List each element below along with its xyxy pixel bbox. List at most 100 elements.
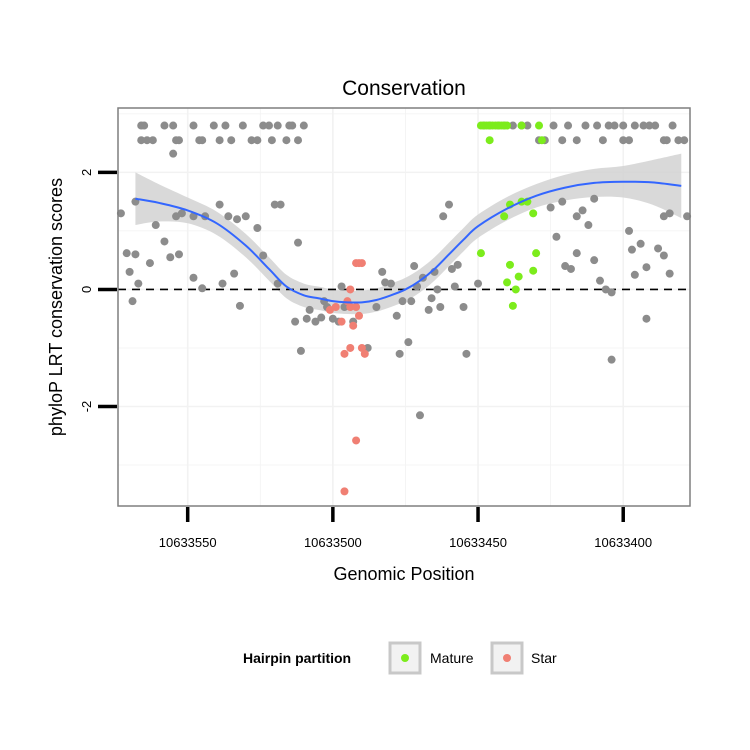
point-other [311,317,320,326]
point-other [654,244,663,253]
point-other [552,232,561,241]
point-other [642,314,651,323]
point-other [174,136,183,145]
point-other [247,136,256,145]
point-other [407,297,416,306]
point-other [459,303,468,311]
point-mature [485,136,494,145]
point-other [160,121,169,130]
point-other [436,303,445,311]
point-other [264,121,273,130]
point-other [221,121,230,130]
grid-lines [118,108,690,506]
legend: Hairpin partition Mature Star [243,641,557,675]
point-other [169,121,178,130]
point-other [627,245,636,254]
point-other [439,212,448,221]
point-other [259,121,268,130]
point-other [680,136,689,145]
point-mature [529,266,538,275]
point-other [392,311,401,320]
point-star [357,259,366,268]
point-mature [517,121,526,130]
point-star [325,305,334,314]
point-other [227,136,236,145]
y-tick-label: 2 [79,169,94,176]
point-other [659,251,668,260]
point-other [665,209,674,218]
point-other [674,136,683,145]
point-other [558,197,567,206]
point-mature [537,136,546,145]
y-tick-label: 0 [79,286,94,293]
data-points [116,121,692,496]
point-other [259,251,268,260]
point-other [137,136,146,145]
point-other [625,136,634,145]
point-other [238,121,247,130]
point-other [198,284,207,293]
point-mature [535,121,544,130]
point-other [546,203,555,212]
point-star [337,317,346,326]
point-other [433,285,442,294]
point-other [235,301,244,310]
point-other [604,121,613,130]
x-axis-ticks: 10633550 10633500 10633450 10633400 [159,507,652,550]
point-other [630,121,639,130]
legend-swatch-mature [401,654,409,662]
point-other [651,121,660,130]
point-other [253,223,262,232]
point-other [145,259,154,268]
point-other [140,121,149,130]
point-other [578,206,587,215]
point-other [270,200,279,209]
point-other [143,136,152,145]
point-other [630,270,639,279]
point-other [424,305,433,314]
point-mature [505,260,514,269]
point-other [317,313,326,322]
point-other [619,121,628,130]
point-other [598,136,607,145]
point-other [209,121,218,130]
point-other [572,212,581,221]
point-other [665,269,674,278]
point-other [276,200,285,209]
point-other [282,136,291,145]
point-mature [511,285,520,294]
point-other [595,276,604,285]
point-other [619,136,628,145]
point-other [215,200,224,209]
y-axis-ticks: 2 0 -2 [79,169,117,412]
y-axis-label: phyloP LRT conservation scores [46,178,66,436]
legend-key-star [490,641,524,675]
chart-title: Conservation [342,77,466,100]
point-other [273,121,282,130]
point-star [346,343,355,352]
plot-background [118,108,690,506]
point-other [294,238,303,247]
point-other [584,221,593,230]
point-other [581,121,590,130]
point-star [346,285,355,294]
point-other [590,194,599,203]
point-star [340,349,349,358]
point-other [189,121,198,130]
point-other [174,250,183,259]
point-mature [503,121,512,130]
point-other [566,264,575,273]
point-mature [529,209,538,218]
point-other [636,239,645,248]
point-other [381,278,390,287]
point-other [645,121,654,130]
point-other [523,121,532,130]
point-other [607,355,616,364]
point-star [352,303,361,311]
point-other [462,349,471,358]
point-other [639,121,648,130]
point-other [372,303,381,311]
point-other [447,264,456,273]
point-other [296,346,305,355]
